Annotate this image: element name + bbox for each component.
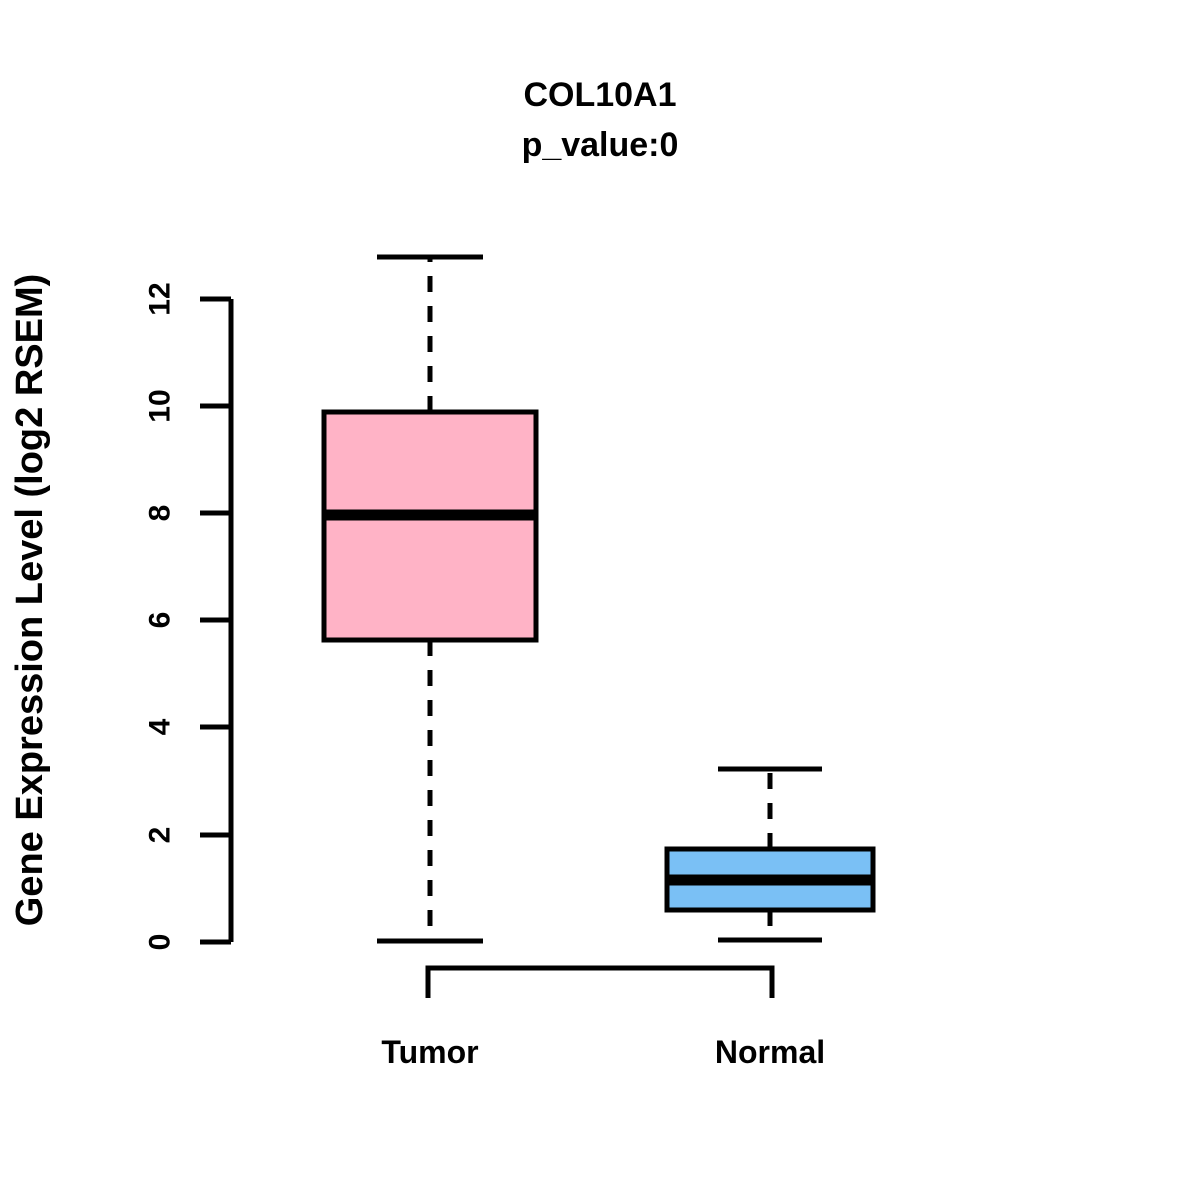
y-axis-label: Gene Expression Level (log2 RSEM) bbox=[9, 274, 51, 927]
chart-title: COL10A1 bbox=[523, 76, 676, 114]
x-tick-label-normal: Normal bbox=[715, 1034, 825, 1070]
y-tick-label-6: 6 bbox=[144, 612, 177, 629]
y-tick-label-12: 12 bbox=[144, 282, 177, 315]
x-axis-bracket bbox=[425, 965, 775, 998]
y-tick-label-2: 2 bbox=[144, 827, 177, 844]
box-group-tumor[interactable] bbox=[321, 254, 539, 944]
tumor-iqr-box[interactable] bbox=[321, 409, 539, 643]
x-tick-label-tumor: Tumor bbox=[381, 1034, 478, 1070]
y-tick-label-0: 0 bbox=[144, 934, 177, 951]
chart-subtitle-pvalue: p_value:0 bbox=[522, 126, 679, 164]
x-axis: Tumor Normal bbox=[381, 965, 825, 1070]
y-tick-label-8: 8 bbox=[144, 505, 177, 522]
box-group-normal[interactable] bbox=[664, 766, 876, 943]
y-tick-label-4: 4 bbox=[144, 718, 177, 735]
y-tick-label-10: 10 bbox=[144, 389, 177, 422]
y-axis: 0 2 4 6 8 10 12 bbox=[144, 282, 234, 951]
